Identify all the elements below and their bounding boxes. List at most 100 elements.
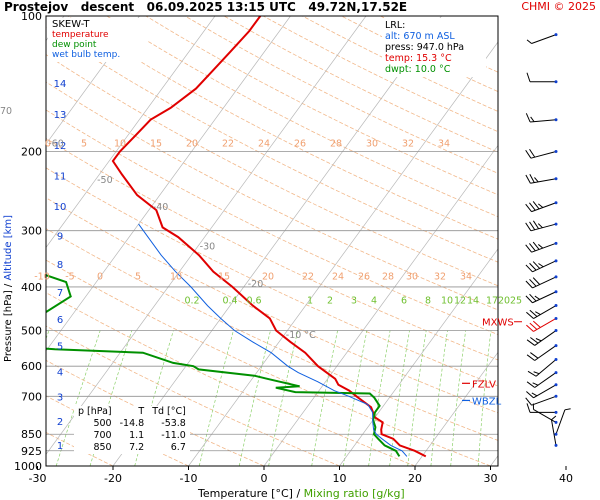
adiabat-label: 20 (262, 271, 274, 282)
altitude-tick-label: 4 (57, 367, 63, 378)
adiabat-label: 28 (330, 138, 342, 149)
wind-barb-feather (526, 354, 535, 361)
lrl-alt: alt: 670 m ASL (385, 31, 455, 42)
wind-barb-feather (538, 263, 544, 268)
wind-barb-shaft (530, 119, 557, 123)
table-header: p [hPa] (78, 406, 112, 417)
adiabat-label: 26 (358, 271, 370, 282)
x-label-mixing: Mixing ratio [g/kg] (303, 487, 405, 500)
wind-barb-station (554, 394, 558, 398)
plot-frame (45, 15, 499, 467)
isotherm (188, 41, 498, 466)
wind-barb-feather (525, 203, 532, 212)
wind-barb-station (554, 443, 558, 447)
wind-barb-station (554, 329, 558, 333)
wind-barb-feather (525, 295, 533, 304)
adiabat-label: 15 (218, 271, 230, 282)
wind-barb-station (554, 371, 558, 375)
wind-barb-feather (525, 264, 533, 273)
wind-barb-feather (525, 222, 532, 232)
adiabat-label: 30 (406, 271, 418, 282)
wind-barb-shaft (531, 395, 557, 406)
lrl-temp: temp: 15.3 °C (385, 53, 452, 64)
adiabat-label: 34 (438, 138, 450, 149)
adiabat-label: -5 (65, 271, 74, 282)
wind-barb (525, 220, 558, 232)
wind-barb-feather (538, 244, 544, 249)
wind-barb (554, 408, 571, 436)
wind-barb (525, 174, 558, 184)
mixing-ratio-line (477, 330, 492, 466)
wind-barb-feather (532, 220, 540, 230)
profile-wet-bulb-temp- (138, 223, 408, 457)
wind-barb (526, 316, 558, 332)
mixing-ratio-label: 8 (425, 295, 431, 306)
isotherm (339, 248, 498, 466)
wind-barb-feather (530, 352, 539, 359)
adiabat-label: 5 (135, 271, 141, 282)
mixing-ratio-label: 1 (307, 295, 313, 306)
isotherm-label: -40 (153, 202, 169, 213)
wind-barb-station (554, 316, 558, 320)
lrl-press: press: 947.0 hPa (385, 42, 465, 53)
isotherm (490, 455, 498, 466)
wind-barb-shaft (531, 34, 557, 44)
wind-barb-feather (537, 223, 543, 229)
y-tick-label: 600 (21, 360, 42, 373)
isotherm-label: -20 (248, 279, 264, 290)
wind-barb-station (554, 149, 558, 153)
isotherm (112, 16, 442, 466)
mixing-ratio-label: 6 (401, 295, 407, 306)
dry-adiabat (67, 16, 498, 240)
y-tick-label: 700 (21, 390, 42, 403)
wind-barb-feather (529, 278, 537, 287)
dry-adiabat (46, 81, 498, 311)
mixing-ratio-line (238, 330, 271, 466)
table-row: 700 1.1 -11.0 (74, 430, 190, 442)
wind-barb-shaft (530, 223, 557, 232)
mixing-ratio-label: 12 (454, 295, 466, 306)
wind-barb-station (554, 33, 558, 37)
table-row: 850 7.2 6.7 (74, 442, 190, 454)
wind-barb-feather (534, 177, 539, 183)
x-label-temperature: Temperature [°C] (198, 487, 293, 500)
legend: SKEW-T temperature dew point wet bulb te… (48, 18, 148, 62)
isotherm-label: -30 (200, 241, 216, 252)
wind-barb-feather (538, 203, 544, 208)
adiabat-label: 15 (150, 138, 162, 149)
dry-adiabat (106, 16, 498, 218)
mixing-ratio-line (268, 330, 299, 466)
dry-adiabat (46, 109, 498, 336)
wind-barb-station (554, 383, 558, 387)
mixing-ratio-line (343, 330, 368, 466)
adiabat-label: 22 (222, 138, 234, 149)
y-tick-label: 500 (21, 325, 42, 338)
isotherm-label: -50 (97, 175, 113, 186)
wind-barb-feather (529, 322, 538, 330)
altitude-tick-label: 10 (54, 202, 67, 213)
wind-barb-feather (532, 261, 541, 269)
adiabat-label: 32 (402, 138, 414, 149)
wind-barb-feather (525, 280, 533, 289)
wind-barb-shaft (534, 372, 557, 388)
wind-barb (526, 344, 558, 361)
isotherm (46, 16, 216, 249)
wind-barb-station (554, 344, 558, 348)
dry-adiabat (46, 167, 498, 387)
mixing-ratio-label: 2 (327, 295, 333, 306)
wind-barb-shaft (531, 202, 557, 213)
fzlv-label: FZLV (472, 379, 496, 390)
dry-adiabat (341, 16, 498, 93)
wind-barb-feather (526, 311, 534, 319)
wbzl-label: WBZL (472, 396, 502, 407)
wind-barb-feather (525, 113, 531, 123)
wind-barb-feather (525, 174, 531, 184)
adiabat-label: 22 (302, 271, 314, 282)
wind-barb (525, 113, 558, 123)
level-table: p [hPa] T Td [°C] 500 -14.8 -53.8 700 1.… (74, 406, 190, 454)
adiabat-label: 28 (382, 271, 394, 282)
wind-barb-feather (525, 244, 532, 253)
mixing-ratio-label: 20 (498, 295, 510, 306)
adiabat-label: 34 (460, 271, 472, 282)
wind-barb-feather (529, 202, 536, 211)
